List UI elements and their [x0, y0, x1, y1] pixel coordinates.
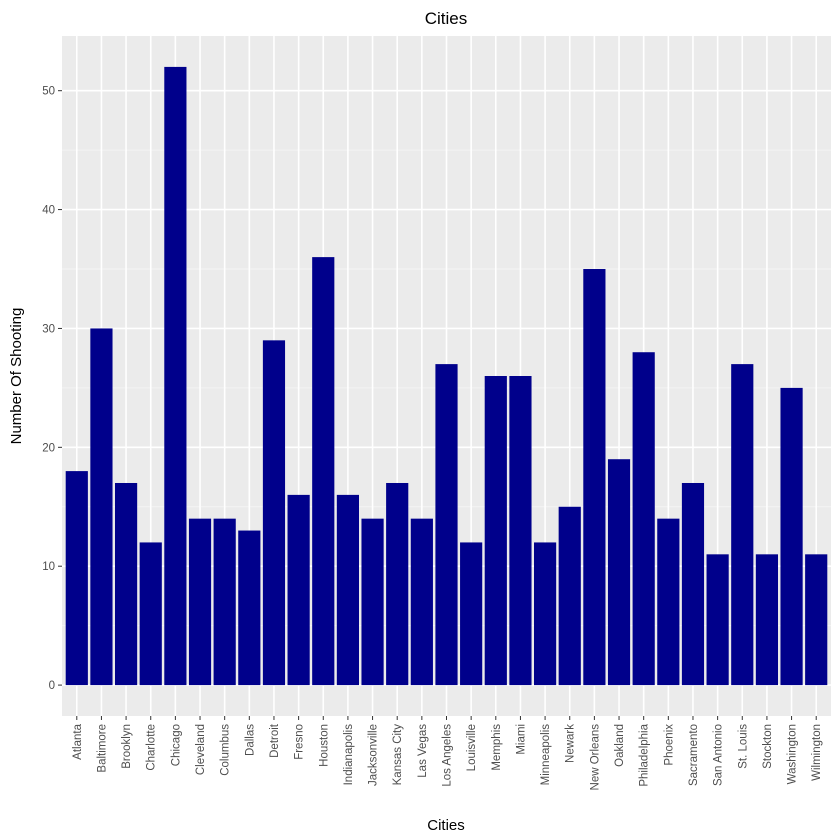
bar-cleveland: [188, 518, 212, 686]
y-tick-label: 10: [42, 561, 55, 573]
bar-fresno: [287, 494, 310, 686]
x-tick-label: San Antonio: [713, 724, 725, 786]
bar-columbus: [213, 518, 236, 686]
bar-chicago: [164, 66, 187, 686]
bars: [65, 66, 828, 686]
x-tick-label: St. Louis: [737, 724, 749, 769]
bar-minneapolis: [533, 542, 557, 686]
x-tick-label: Miami: [515, 724, 527, 755]
y-axis-title: Number Of Shooting: [8, 308, 25, 445]
x-tick-label: Fresno: [294, 724, 306, 760]
y-tick-label: 30: [42, 323, 55, 335]
x-tick-label: Sacramento: [688, 724, 700, 786]
bar-indianapolis: [336, 494, 360, 686]
x-tick-label: Baltimore: [96, 724, 108, 773]
x-tick-label: Chicago: [170, 724, 182, 766]
bar-kansas-city: [386, 482, 409, 686]
y-tick-label: 40: [42, 205, 55, 217]
bar-san-antonio: [706, 554, 729, 686]
x-tick-label: Cleveland: [195, 724, 207, 775]
x-tick-label: Atlanta: [72, 723, 84, 759]
x-tick-label: Philadelphia: [639, 723, 651, 786]
axes: 0 10 20 30 40 50 Atlanta Baltimore Brooklyn Charl…: [42, 86, 823, 791]
bar-newark: [558, 506, 581, 686]
x-axis-title: Cities: [427, 817, 465, 834]
bar-houston: [312, 257, 335, 686]
bar-dallas: [238, 530, 261, 686]
x-tick-label: Wilmington: [811, 724, 823, 781]
x-tick-label: Phoenix: [663, 724, 675, 766]
x-tick-label: Jacksonville: [368, 724, 380, 786]
bar-las-vegas: [410, 518, 433, 686]
x-tick-label: New Orleans: [589, 724, 601, 791]
x-tick-label: Washington: [787, 724, 799, 784]
bar-baltimore: [90, 328, 113, 686]
bar-sacramento: [681, 482, 705, 686]
bar-los-angeles: [435, 364, 458, 686]
y-tick-label: 20: [42, 442, 55, 454]
x-tick-label: Las Vegas: [417, 724, 429, 778]
bar-memphis: [484, 376, 507, 686]
bar-st-louis: [731, 364, 754, 686]
bar-louisville: [460, 542, 483, 686]
x-tick-label: Charlotte: [146, 724, 158, 771]
bar-detroit: [262, 340, 286, 686]
bar-brooklyn: [114, 482, 138, 686]
bar-philadelphia: [632, 352, 655, 686]
x-tick-label: Detroit: [269, 723, 281, 758]
y-tick-label: 0: [49, 680, 55, 692]
x-tick-label: Memphis: [491, 724, 503, 771]
y-tick-label: 50: [42, 86, 55, 98]
bar-phoenix: [657, 518, 680, 686]
x-tick-label: Houston: [318, 724, 330, 767]
x-tick-label: Dallas: [244, 724, 256, 756]
bar-oakland: [607, 459, 631, 686]
x-tick-label: Los Angeles: [442, 724, 454, 787]
bar-new-orleans: [583, 269, 606, 686]
bar-miami: [509, 376, 532, 686]
x-tick-label: Minneapolis: [540, 724, 552, 786]
x-tick-label: Columbus: [220, 724, 232, 776]
x-tick-label: Louisville: [466, 724, 478, 771]
bar-jacksonville: [361, 518, 384, 686]
bar-stockton: [755, 554, 779, 686]
x-tick-label: Kansas City: [392, 724, 404, 786]
x-tick-label: Newark: [565, 724, 577, 763]
bar-atlanta: [65, 471, 88, 686]
bar-wilmington: [805, 554, 828, 686]
x-tick-label: Brooklyn: [121, 724, 133, 769]
x-tick-label: Indianapolis: [343, 724, 355, 786]
chart-title: Cities: [425, 9, 468, 28]
x-tick-label: Stockton: [762, 724, 774, 769]
bar-charlotte: [139, 542, 162, 686]
x-tick-label: Oakland: [614, 724, 626, 767]
bar-washington: [780, 387, 803, 686]
